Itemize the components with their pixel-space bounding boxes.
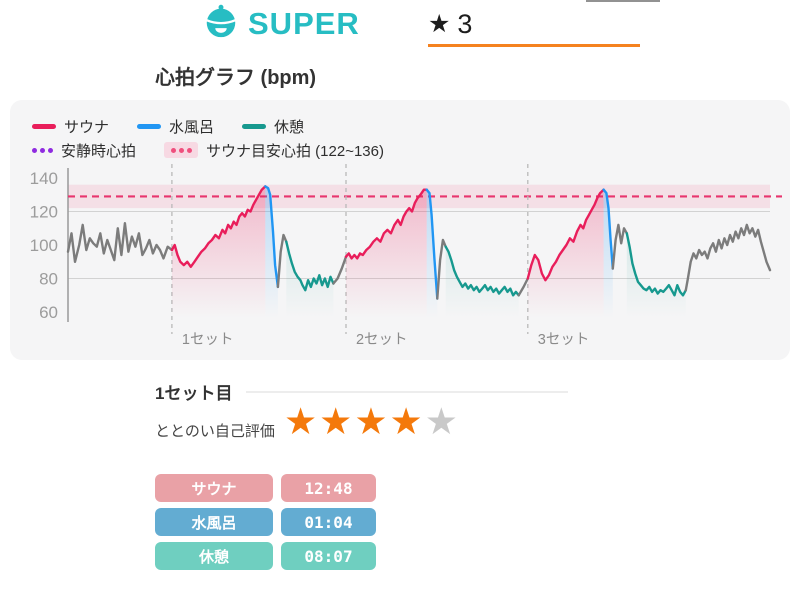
brand-name: SUPER bbox=[248, 5, 360, 41]
series-area-rest bbox=[626, 233, 686, 322]
legend-line-swatch bbox=[137, 123, 162, 129]
legend-label: 水風呂 bbox=[169, 118, 215, 136]
series-line-sauna bbox=[526, 188, 605, 282]
series-line-gray bbox=[332, 255, 348, 285]
legend-label: サウナ bbox=[64, 118, 110, 136]
sauna-hat-logo-icon bbox=[202, 2, 240, 45]
series-line-gray bbox=[517, 277, 529, 297]
series-area-sauna bbox=[171, 186, 266, 322]
star-filled-icon[interactable]: ★ bbox=[354, 401, 390, 442]
series-line-rest bbox=[285, 240, 335, 292]
series-area-rest bbox=[445, 246, 519, 322]
series-line-water bbox=[602, 188, 614, 270]
series-line-sauna bbox=[170, 185, 267, 268]
table-row: サウナ 12:48 bbox=[155, 474, 376, 502]
phase-label-chip: サウナ bbox=[155, 474, 273, 502]
chart-legend: サウナ 水風呂 休憩安静時心拍 サウナ目安心拍 (122~136) bbox=[32, 114, 732, 162]
set-label: 3セット bbox=[538, 332, 590, 348]
series-area-water bbox=[426, 189, 438, 322]
brand[interactable]: SUPER bbox=[202, 2, 360, 45]
legend-item: サウナ目安心拍 (122~136) bbox=[164, 140, 384, 161]
set-label: 2セット bbox=[356, 332, 408, 348]
series-line-rest bbox=[625, 232, 687, 297]
series-area-rest bbox=[286, 241, 334, 322]
tab-label: 3 bbox=[457, 9, 473, 39]
legend-item: 休憩 bbox=[242, 116, 304, 137]
set-label: 1セット bbox=[182, 332, 234, 348]
series-area-water bbox=[603, 189, 613, 322]
heading-divider bbox=[246, 390, 569, 393]
legend-item: サウナ bbox=[32, 116, 109, 137]
legend-dotted-swatch bbox=[32, 147, 53, 153]
series-line-gray bbox=[276, 233, 288, 289]
y-tick-label: 140 bbox=[30, 169, 58, 188]
set-heading: 1セット目 bbox=[155, 384, 233, 403]
phase-label-chip: 休憩 bbox=[155, 542, 273, 570]
phase-duration-chip: 01:04 bbox=[281, 508, 376, 536]
series-line-water bbox=[264, 185, 280, 289]
series-line-water bbox=[425, 188, 439, 300]
legend-item: 安静時心拍 bbox=[32, 140, 136, 161]
star-filled-icon[interactable]: ★ bbox=[319, 401, 355, 442]
y-tick-label: 120 bbox=[30, 203, 58, 222]
table-row: 休憩 08:07 bbox=[155, 542, 376, 570]
legend-item: 水風呂 bbox=[137, 116, 214, 137]
series-area-water bbox=[265, 186, 278, 322]
heart-rate-chart: 1セット 2セット 3セット 140 120 100 80 60 bbox=[30, 164, 782, 348]
series-line-gray bbox=[66, 222, 174, 263]
rating-stars[interactable]: ★★★★★ bbox=[284, 403, 460, 440]
series-line-rest bbox=[444, 245, 520, 297]
phase-duration-chip: 12:48 bbox=[281, 474, 376, 502]
star-filled-icon[interactable]: ★ bbox=[284, 401, 320, 442]
legend-dotted-swatch bbox=[164, 142, 199, 158]
table-row: 水風呂 01:04 bbox=[155, 508, 376, 536]
y-tick-label: 100 bbox=[30, 236, 58, 255]
top-cut-line bbox=[586, 0, 660, 2]
phase-duration-chip: 08:07 bbox=[281, 542, 376, 570]
heart-rate-panel: サウナ 水風呂 休憩安静時心拍 サウナ目安心拍 (122~136) 1セット 2セット 3… bbox=[10, 100, 790, 360]
series-line-gray bbox=[436, 238, 447, 300]
series-area-sauna bbox=[527, 189, 604, 322]
legend-label: 安静時心拍 bbox=[61, 142, 137, 160]
tab-sets[interactable]: ★ 3 bbox=[428, 5, 640, 47]
legend-line-swatch bbox=[242, 123, 267, 129]
legend-label: サウナ目安心拍 (122~136) bbox=[206, 142, 384, 160]
rating-label: ととのい自己評価 bbox=[155, 423, 275, 440]
star-filled-icon[interactable]: ★ bbox=[389, 401, 425, 442]
phase-label-chip: 水風呂 bbox=[155, 508, 273, 536]
legend-label: 休憩 bbox=[274, 118, 305, 136]
legend-line-swatch bbox=[32, 123, 56, 129]
series-line-gray bbox=[611, 223, 628, 270]
series-line-sauna bbox=[344, 188, 428, 260]
star-empty-icon[interactable]: ★ bbox=[424, 401, 460, 442]
series-area-sauna bbox=[346, 189, 427, 322]
star-icon: ★ bbox=[428, 10, 451, 38]
chart-title: 心拍グラフ (bpm) bbox=[155, 67, 317, 89]
set-duration-table: サウナ 12:48 水風呂 01:04 休憩 08:07 bbox=[155, 474, 376, 570]
y-tick-label: 80 bbox=[39, 270, 58, 289]
y-tick-label: 60 bbox=[39, 303, 58, 322]
series-line-gray bbox=[684, 223, 772, 292]
